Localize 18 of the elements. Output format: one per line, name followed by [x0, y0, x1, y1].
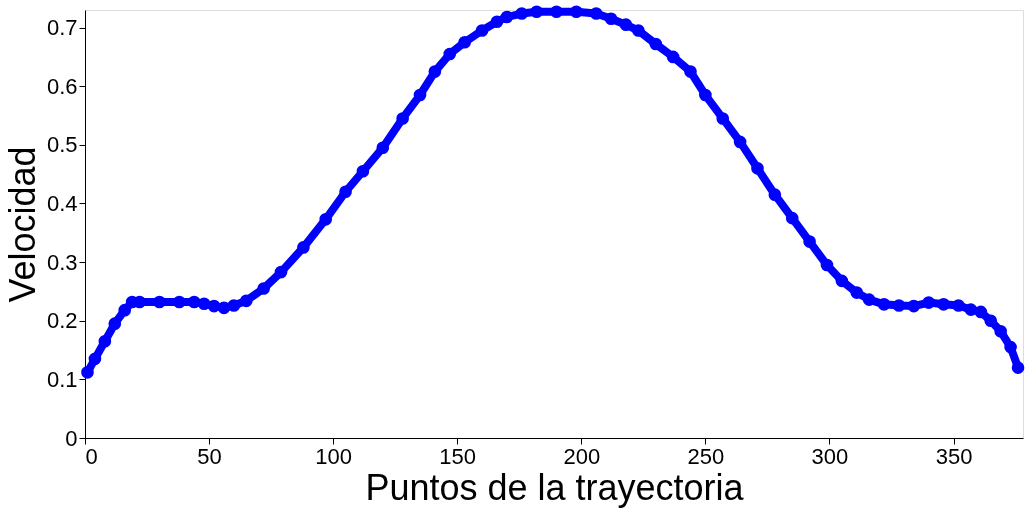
x-tick-label: 100 [315, 443, 353, 469]
x-tick-label: 350 [935, 443, 973, 469]
x-axis-title: Puntos de la trayectoria [365, 466, 745, 508]
y-tick-label: 0.1 [46, 366, 78, 392]
x-tick-label: 0 [85, 443, 98, 469]
y-tick-label: 0.3 [46, 249, 78, 275]
y-tick-label: 0 [65, 425, 78, 451]
x-tick-label: 50 [197, 443, 222, 469]
x-tick-label: 150 [439, 443, 477, 469]
y-tick-label: 0.4 [46, 190, 78, 216]
y-tick-label: 0.6 [46, 73, 78, 99]
y-axis-title: Velocidad [1, 146, 43, 303]
x-tick-label: 300 [811, 443, 849, 469]
x-tick-label: 250 [687, 443, 725, 469]
y-tick-label: 0.5 [46, 132, 78, 158]
y-tick-label: 0.2 [46, 308, 78, 334]
y-tick-label: 0.7 [46, 15, 78, 41]
x-tick-label: 200 [563, 443, 601, 469]
